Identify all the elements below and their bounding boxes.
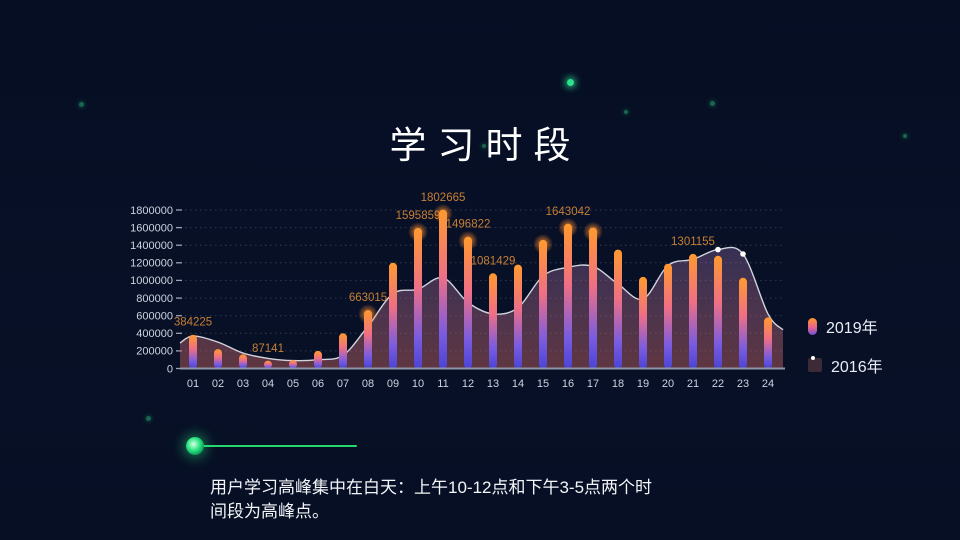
legend-label-2019: 2019年	[826, 320, 878, 337]
bar-hour-01	[189, 334, 197, 369]
x-axis-label-08: 08	[362, 378, 374, 390]
value-label-13: 1081429	[471, 255, 516, 267]
y-axis-label: 200000	[136, 346, 173, 358]
x-axis-label-03: 03	[237, 378, 249, 390]
x-axis-label-23: 23	[737, 378, 749, 390]
value-label-04: 87141	[252, 343, 284, 355]
x-axis-label-10: 10	[412, 378, 424, 390]
star-icon	[566, 78, 574, 86]
page-title: 学习时段	[389, 124, 582, 166]
y-axis-label: 1200000	[130, 258, 173, 270]
x-axis-label-22: 22	[712, 378, 724, 390]
bar-series-swatch-icon	[808, 317, 817, 335]
y-axis-label: 800000	[136, 293, 173, 305]
area-2016-fill	[180, 247, 783, 369]
x-axis-label-14: 14	[512, 378, 524, 390]
x-axis-label-04: 04	[262, 378, 274, 390]
x-axis-label-15: 15	[537, 378, 549, 390]
value-label-12: 1496822	[446, 219, 491, 231]
area-series-swatch-icon	[808, 356, 822, 372]
value-label-11: 1802665	[421, 192, 466, 204]
star-icon	[78, 101, 84, 107]
legend-item-2019: 2019年	[808, 314, 883, 338]
bar-hour-22	[714, 255, 722, 369]
x-axis-label-05: 05	[287, 378, 299, 390]
x-axis-label-24: 24	[762, 378, 774, 390]
bar-hour-21	[689, 253, 697, 369]
x-axis-label-19: 19	[637, 378, 649, 390]
y-axis-label: 1600000	[130, 222, 173, 234]
bar-hour-17	[589, 227, 597, 369]
bar-hour-03	[239, 354, 247, 369]
area-line-marker	[740, 251, 746, 257]
bar-hour-07	[339, 333, 347, 369]
bar-hour-06	[314, 350, 322, 369]
bar-hour-09	[389, 262, 397, 369]
y-axis-label: 600000	[136, 311, 173, 323]
x-axis-label-12: 12	[462, 378, 474, 390]
x-axis-label-01: 01	[187, 378, 199, 390]
bar-hour-16	[564, 223, 572, 369]
value-label-16: 1643042	[546, 206, 591, 218]
bar-hour-19	[639, 276, 647, 369]
marker-dot-icon	[811, 356, 815, 360]
bar-hour-18	[614, 249, 622, 369]
x-axis-label-17: 17	[587, 378, 599, 390]
bar-hour-08	[364, 310, 372, 369]
x-axis-label-11: 11	[437, 378, 448, 390]
value-label-08: 663015	[349, 292, 387, 304]
y-axis-label: 1800000	[130, 205, 173, 217]
value-label-01: 384225	[174, 317, 212, 329]
bar-hour-23	[739, 277, 747, 369]
chart-legend: 2019年 2016年	[808, 314, 883, 377]
x-axis-label-09: 09	[387, 378, 399, 390]
bar-hour-15	[539, 239, 547, 369]
star-icon	[903, 134, 907, 138]
x-axis-label-06: 06	[312, 378, 324, 390]
legend-item-2016: 2016年	[808, 353, 883, 377]
bar-hour-20	[664, 263, 672, 369]
caption-accent-dot-icon	[186, 437, 204, 455]
y-axis-label: 0	[167, 363, 173, 375]
bar-hour-02	[214, 349, 222, 369]
x-axis-label-16: 16	[562, 378, 574, 390]
caption-text: 用户学习高峰集中在白天：上午10-12点和下午3-5点两个时间段为高峰点。	[210, 478, 653, 521]
star-icon	[709, 100, 715, 106]
bar-hour-24	[764, 317, 772, 369]
bar-hour-05	[289, 360, 297, 369]
bar-hour-11	[439, 209, 447, 369]
x-axis-label-07: 07	[337, 378, 349, 390]
value-label-21: 1301155	[671, 236, 715, 248]
value-label-10: 1595859	[396, 210, 441, 222]
legend-label-2016: 2016年	[831, 359, 883, 376]
star-icon	[482, 144, 486, 148]
x-axis-label-21: 21	[687, 378, 699, 390]
y-axis-label: 1000000	[130, 275, 173, 287]
bar-hour-13	[489, 273, 497, 369]
x-axis-label-13: 13	[487, 378, 499, 390]
star-icon	[145, 415, 151, 421]
x-axis-label-02: 02	[212, 378, 224, 390]
bar-hour-12	[464, 236, 472, 369]
y-axis-label: 400000	[136, 328, 173, 340]
bar-hour-10	[414, 228, 422, 369]
x-axis-label-20: 20	[662, 378, 674, 390]
x-axis-label-18: 18	[612, 378, 624, 390]
y-axis-label: 1400000	[130, 240, 173, 252]
bar-hour-14	[514, 264, 522, 369]
caption-accent-line	[197, 445, 357, 447]
area-line-marker	[715, 246, 721, 253]
star-icon	[624, 110, 628, 114]
bar-hour-04	[264, 360, 272, 369]
